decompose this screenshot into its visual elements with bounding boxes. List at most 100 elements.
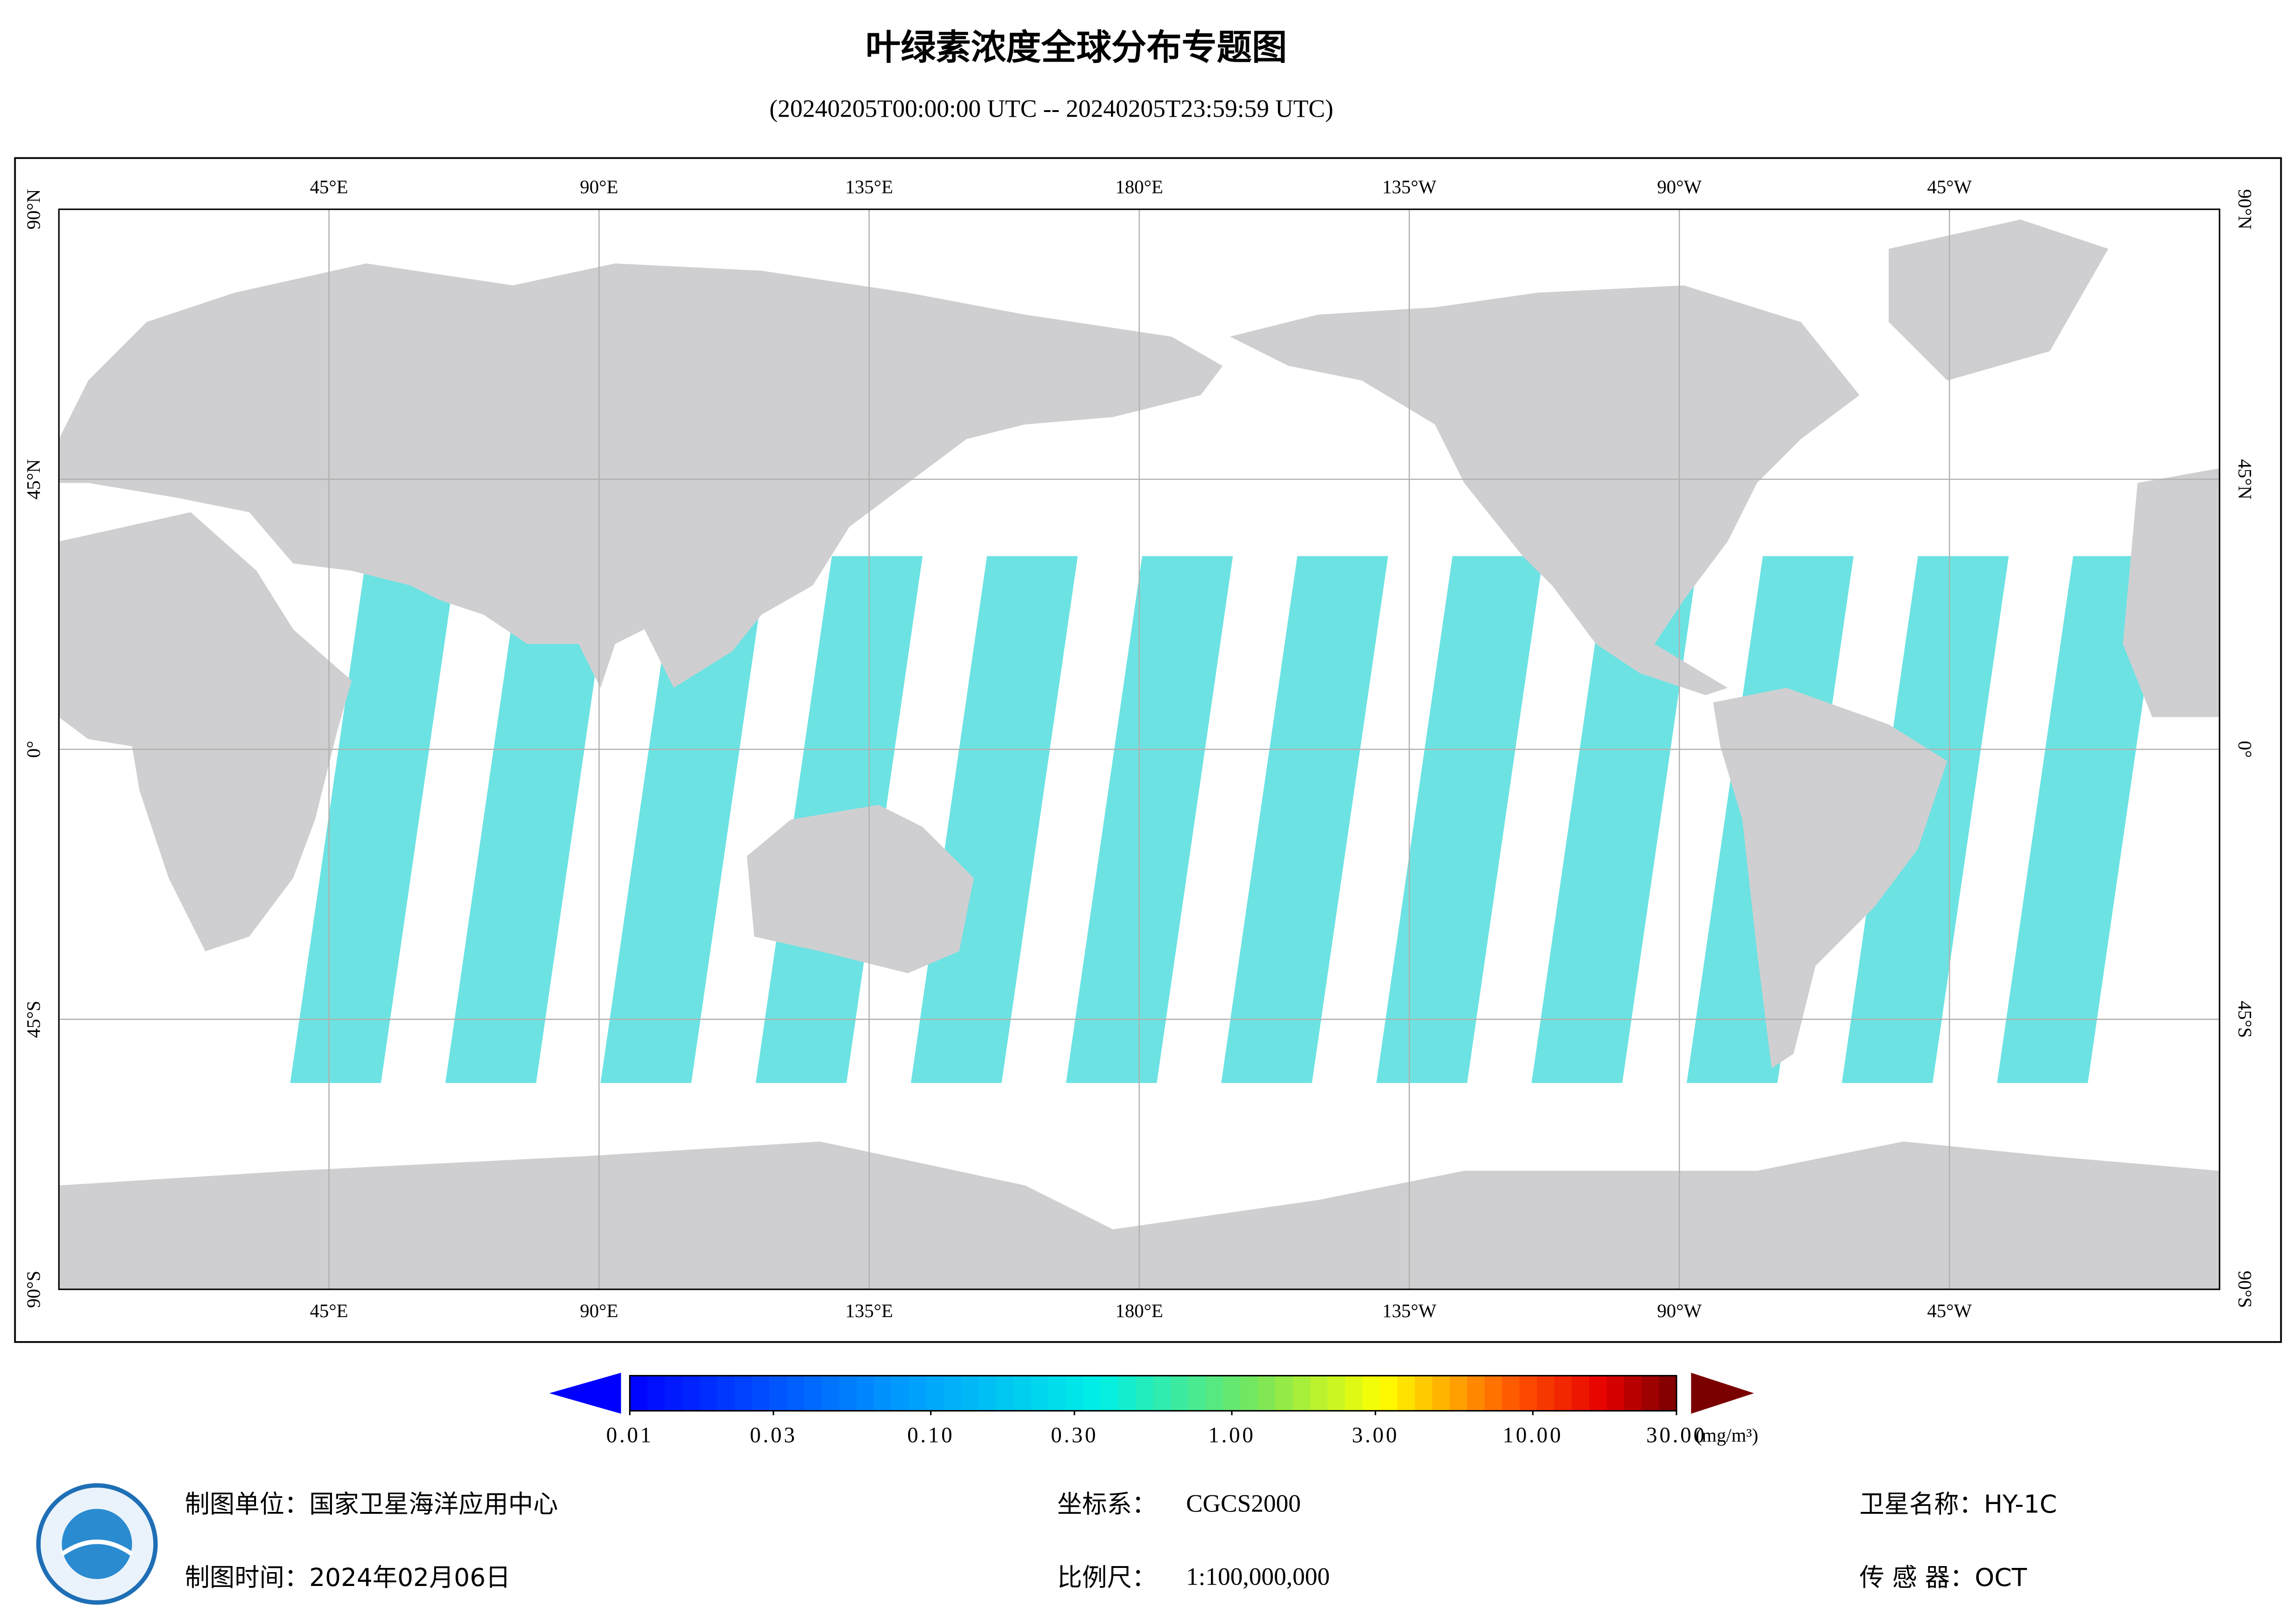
colorbar-cell: [1275, 1375, 1294, 1411]
lat-label-left: 45°N: [23, 459, 44, 499]
colorbar-cell: [943, 1375, 962, 1411]
colorbar-cell: [769, 1375, 788, 1411]
north-america: [1230, 285, 1859, 696]
colorbar-cell: [682, 1375, 700, 1411]
colorbar-cell: [1554, 1375, 1573, 1411]
lon-label-bottom: 180°E: [1115, 1300, 1163, 1321]
colorbar-cell: [786, 1375, 805, 1411]
lat-label-right: 0°: [2234, 741, 2256, 758]
colorbar-cell: [1502, 1375, 1521, 1411]
colorbar-cell: [1362, 1375, 1381, 1411]
lat-label-right: 90°S: [2234, 1271, 2256, 1308]
colorbar-cell: [1345, 1375, 1363, 1411]
lat-label-left: 45°S: [23, 1001, 44, 1038]
colorbar-label: 10.00: [1503, 1423, 1563, 1447]
colorbar-cell: [1589, 1375, 1608, 1411]
colorbar-cell: [1624, 1375, 1642, 1411]
under-arrow: [549, 1373, 621, 1414]
scale-label: 比例尺：: [1057, 1563, 1157, 1592]
colorbar-cell: [1485, 1375, 1503, 1411]
lon-label-top: 45°E: [310, 176, 348, 197]
africa: [59, 512, 352, 951]
graticule: 45°E 45°E 90°E 90°E 135°E 135°E 180°E 180°E 135°…: [23, 176, 2256, 1321]
lon-label-bottom: 90°E: [580, 1300, 618, 1321]
australia: [747, 805, 974, 973]
colorbar-cell: [1292, 1375, 1311, 1411]
colorbar-cell: [699, 1375, 718, 1411]
colorbar-cell: [1397, 1375, 1416, 1411]
colorbar-label: 30.00: [1646, 1423, 1706, 1447]
colorbar-cell: [804, 1375, 823, 1411]
colorbar-cell: [1449, 1375, 1468, 1411]
south-america: [1713, 688, 1947, 1069]
colorbar-cell: [856, 1375, 875, 1411]
colorbar-cell: [1415, 1375, 1433, 1411]
colorbar-label: 1.00: [1208, 1423, 1255, 1447]
colorbar-cell: [926, 1375, 945, 1411]
swath: [1997, 556, 2164, 1083]
europe-west: [2123, 468, 2220, 717]
colorbar-cell: [1083, 1375, 1102, 1411]
colorbar-cell: [1659, 1375, 1678, 1411]
colorbar-cell: [1170, 1375, 1189, 1411]
colorbar-cell: [647, 1375, 666, 1411]
colorbar-cell: [1240, 1375, 1259, 1411]
colorbar-cell: [1153, 1375, 1172, 1411]
colorbar-cell: [891, 1375, 910, 1411]
colorbar-cell: [734, 1375, 753, 1411]
colorbar-border: [629, 1374, 1678, 1412]
colorbar-cell: [1118, 1375, 1136, 1411]
colorbar-cell: [979, 1375, 997, 1411]
swath: [1376, 556, 1543, 1083]
lon-label-bottom: 45°E: [310, 1300, 348, 1321]
lat-label-left: 0°: [23, 741, 44, 758]
scale: 1:100,000,000: [1186, 1562, 1330, 1590]
swath: [1531, 556, 1699, 1083]
colorbar-cell: [996, 1375, 1015, 1411]
colorbar-cell: [822, 1375, 840, 1411]
colorbar-cell: [1031, 1375, 1049, 1411]
lon-label-top: 135°W: [1382, 176, 1436, 197]
colorbar-cell: [1310, 1375, 1329, 1411]
swath: [600, 556, 767, 1083]
sensor: 传 感 器：OCT: [1859, 1563, 2027, 1592]
map-frame: [14, 157, 2282, 1343]
colorbar-cell: [1519, 1375, 1538, 1411]
colorbar-cell: [630, 1375, 648, 1411]
lon-label-bottom: 135°E: [845, 1300, 893, 1321]
satellite: 卫星名称：HY-1C: [1859, 1490, 2057, 1519]
lon-label-top: 135°E: [845, 176, 893, 197]
colorbar-cell: [874, 1375, 892, 1411]
title: 叶绿素浓度全球分布专题图: [866, 27, 1287, 68]
colorbar-cell: [1327, 1375, 1346, 1411]
colorbar-cell: [1101, 1375, 1119, 1411]
colorbar-cell: [1258, 1375, 1276, 1411]
colorbar-cell: [1066, 1375, 1084, 1411]
lat-label-right: 45°N: [2234, 459, 2256, 499]
lon-label-top: 45°W: [1927, 176, 1972, 197]
swath: [445, 556, 612, 1083]
map-border: [58, 208, 2221, 1290]
colorbar-cell: [1205, 1375, 1224, 1411]
over-arrow: [1691, 1373, 1754, 1414]
colorbar-cell: [1223, 1375, 1242, 1411]
colorbar-cell: [1537, 1375, 1555, 1411]
colorbar: 0.01 0.03 0.10 0.30 1.00 3.00 10.00 30.00(mg/m³…: [549, 1373, 1758, 1447]
colorbar-label: 0.30: [1051, 1423, 1098, 1447]
colorbar-cell: [1641, 1375, 1660, 1411]
colorbar-cell: [1467, 1375, 1485, 1411]
colorbar-label: 0.01: [606, 1423, 654, 1447]
eurasia: [59, 263, 1223, 688]
lat-label-right: 90°N: [2234, 189, 2256, 230]
subtitle: (20240205T00:00:00 UTC -- 20240205T23:59…: [769, 95, 1333, 123]
producer: 制图单位：国家卫星海洋应用中心: [185, 1490, 558, 1519]
colorbar-cell: [717, 1375, 736, 1411]
colorbar-cell: [1136, 1375, 1154, 1411]
lat-label-right: 45°S: [2234, 1001, 2256, 1038]
colorbar-label: 3.00: [1352, 1423, 1399, 1447]
colorbar-cell: [839, 1375, 858, 1411]
lon-label-top: 90°E: [580, 176, 618, 197]
colorbar-cell: [961, 1375, 980, 1411]
lon-label-bottom: 90°W: [1657, 1300, 1702, 1321]
